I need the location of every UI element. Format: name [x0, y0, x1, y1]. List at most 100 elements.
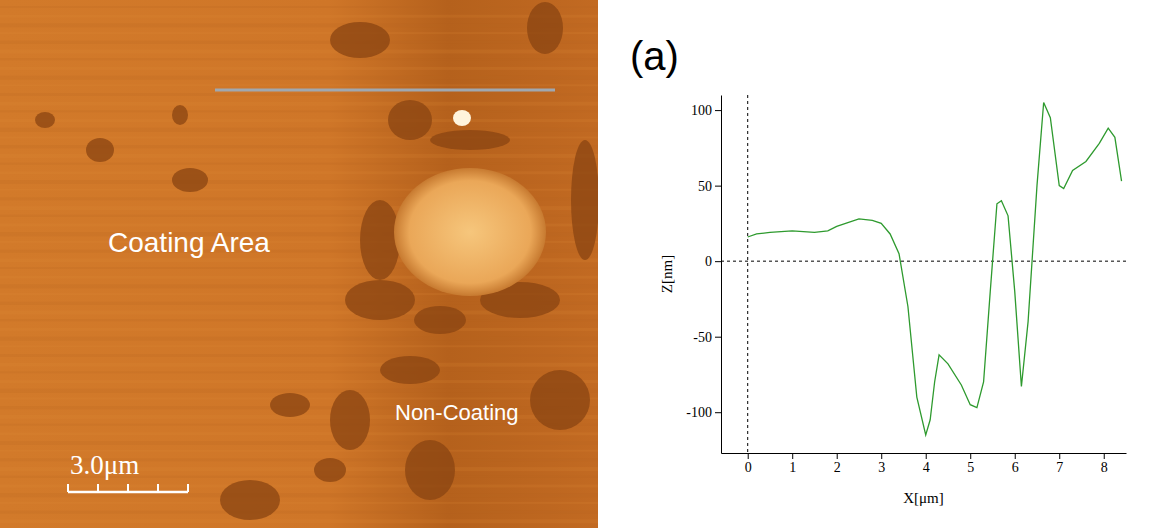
x-tick-label: 7	[1056, 460, 1063, 475]
profile-line	[215, 89, 555, 92]
y-tick-label: 0	[705, 254, 712, 269]
zero-line	[747, 95, 748, 453]
x-tick-mark	[1015, 453, 1016, 459]
scan-streak	[0, 354, 598, 357]
scale-bar-tick	[157, 484, 159, 492]
x-tick: 4	[923, 453, 930, 475]
y-tick: 50	[698, 179, 721, 194]
scan-streak	[0, 15, 598, 18]
x-tick-label: 4	[923, 460, 930, 475]
surface-pit	[172, 168, 208, 192]
y-tick-mark	[715, 412, 721, 413]
surface-pit	[571, 140, 598, 260]
x-tick: 6	[1012, 453, 1019, 475]
scale-bar-label: 3.0μm	[70, 450, 139, 480]
x-tick-label: 1	[789, 460, 796, 475]
x-tick-label: 6	[1012, 460, 1019, 475]
y-tick: -100	[686, 405, 721, 420]
x-tick-mark	[792, 453, 793, 459]
y-tick-label: -100	[686, 405, 712, 420]
y-tick-label: -50	[693, 330, 712, 345]
surface-pit	[414, 306, 466, 334]
scan-streak	[0, 485, 598, 488]
x-tick-mark	[748, 453, 749, 459]
scan-streak	[0, 432, 598, 435]
afm-background	[0, 0, 598, 528]
surface-pit	[405, 440, 455, 500]
scan-streak	[0, 41, 598, 44]
x-axis-title: X[μm]	[903, 490, 944, 506]
surface-pit	[220, 480, 280, 520]
afm-image	[0, 0, 598, 528]
x-tick-mark	[1104, 453, 1105, 459]
x-tick: 8	[1101, 453, 1108, 475]
x-tick-label: 2	[834, 460, 841, 475]
scan-streak	[0, 23, 598, 27]
scan-streak	[0, 93, 598, 96]
bright-spot	[453, 110, 471, 126]
x-tick-label: 3	[878, 460, 885, 475]
scale-bar-tick	[97, 484, 99, 492]
region-label: Coating Area	[108, 227, 270, 258]
y-tick-mark	[715, 186, 721, 187]
scan-streak	[0, 389, 598, 393]
scale-bar	[68, 484, 188, 492]
surface-pit	[314, 458, 346, 482]
scale-bar-tick	[67, 484, 69, 492]
surface-pit	[270, 393, 310, 417]
scan-streak	[0, 50, 598, 54]
scan-streak	[0, 163, 598, 165]
surface-pit	[388, 100, 432, 140]
surface-pit	[35, 112, 55, 128]
scan-streak	[0, 319, 598, 321]
scan-streak	[0, 171, 598, 174]
plot-area	[748, 103, 1122, 435]
scan-streak	[0, 110, 598, 112]
scale-bar-tick	[127, 484, 129, 492]
y-tick-mark	[715, 261, 721, 262]
scan-streak	[0, 345, 598, 347]
surface-pit	[380, 356, 440, 384]
scan-streak	[0, 511, 598, 514]
y-tick: -50	[693, 330, 721, 345]
scan-streak	[0, 519, 598, 523]
x-axis: 012345678	[722, 453, 1127, 475]
y-tick: 100	[691, 103, 721, 118]
y-axis: -100 -50 0 50 100	[686, 96, 721, 454]
zero-line	[721, 261, 1126, 262]
surface-particle	[394, 168, 546, 296]
y-tick-mark	[715, 110, 721, 111]
surface-pit	[345, 280, 415, 320]
scan-streak	[0, 119, 598, 122]
surface-pit	[527, 2, 563, 54]
scan-streak	[0, 493, 598, 497]
x-tick-mark	[837, 453, 838, 459]
y-tick-label: 50	[698, 179, 712, 194]
x-tick: 0	[745, 453, 752, 475]
scan-streak	[0, 84, 598, 86]
scan-streak	[0, 328, 598, 331]
scan-streak	[0, 6, 598, 8]
x-tick-mark	[926, 453, 927, 459]
x-tick: 3	[878, 453, 885, 475]
scale-bar-tick	[187, 484, 189, 492]
profile-curve	[748, 103, 1122, 435]
scan-streak	[0, 67, 598, 70]
scan-streak	[0, 128, 598, 132]
surface-pit	[86, 138, 114, 162]
scan-streak	[0, 337, 598, 341]
x-tick: 7	[1056, 453, 1063, 475]
surface-pit	[360, 200, 400, 280]
scan-streak	[0, 32, 598, 34]
x-tick-label: 8	[1101, 460, 1108, 475]
y-axis-title: Z[nm]	[659, 255, 675, 293]
scan-streak	[0, 371, 598, 373]
x-tick: 1	[789, 453, 796, 475]
y-tick: 0	[705, 254, 721, 269]
region-label: Non-Coating	[395, 400, 519, 425]
surface-pit	[530, 370, 590, 430]
scan-streak	[0, 58, 598, 60]
x-tick: 2	[834, 453, 841, 475]
reference-lines	[721, 95, 1126, 453]
scan-streak	[0, 363, 598, 367]
